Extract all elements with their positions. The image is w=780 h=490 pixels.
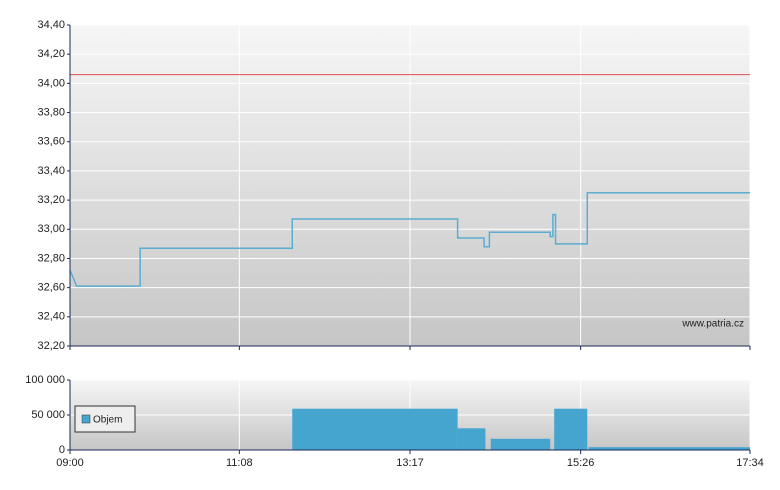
volume-bar <box>457 428 486 450</box>
x-tick-label: 11:08 <box>226 457 253 469</box>
y-tick-label: 33,20 <box>37 194 65 206</box>
volume-bar <box>588 447 750 450</box>
y-tick-label: 34,40 <box>37 19 65 31</box>
y-tick-label: 33,00 <box>37 223 65 235</box>
x-tick-label: 13:17 <box>396 457 424 469</box>
price-line <box>69 192 750 287</box>
y-tick-label: 33,60 <box>37 136 65 148</box>
y-tick-label: 33,80 <box>37 106 65 118</box>
y-tick-label: 50 000 <box>31 409 65 421</box>
y-tick-label: 32,60 <box>37 282 65 294</box>
x-tick-label: 15:26 <box>567 457 595 469</box>
y-tick-label: 32,40 <box>37 311 65 323</box>
y-tick-label: 100 000 <box>25 374 65 386</box>
y-tick-label: 34,20 <box>37 48 65 60</box>
y-tick-label: 32,20 <box>37 340 65 352</box>
volume-bar <box>292 408 458 450</box>
y-tick-label: 32,80 <box>37 252 65 264</box>
y-tick-label: 0 <box>59 444 65 456</box>
x-tick-label: 09:00 <box>56 457 84 469</box>
x-tick-label: 17:34 <box>736 457 764 469</box>
legend-swatch <box>81 414 91 424</box>
watermark: www.patria.cz <box>681 319 744 330</box>
volume-bar <box>554 408 588 450</box>
legend-label: Objem <box>93 415 122 426</box>
y-tick-label: 34,00 <box>37 77 65 89</box>
volume-bar <box>490 438 551 450</box>
y-tick-label: 33,40 <box>37 165 65 177</box>
